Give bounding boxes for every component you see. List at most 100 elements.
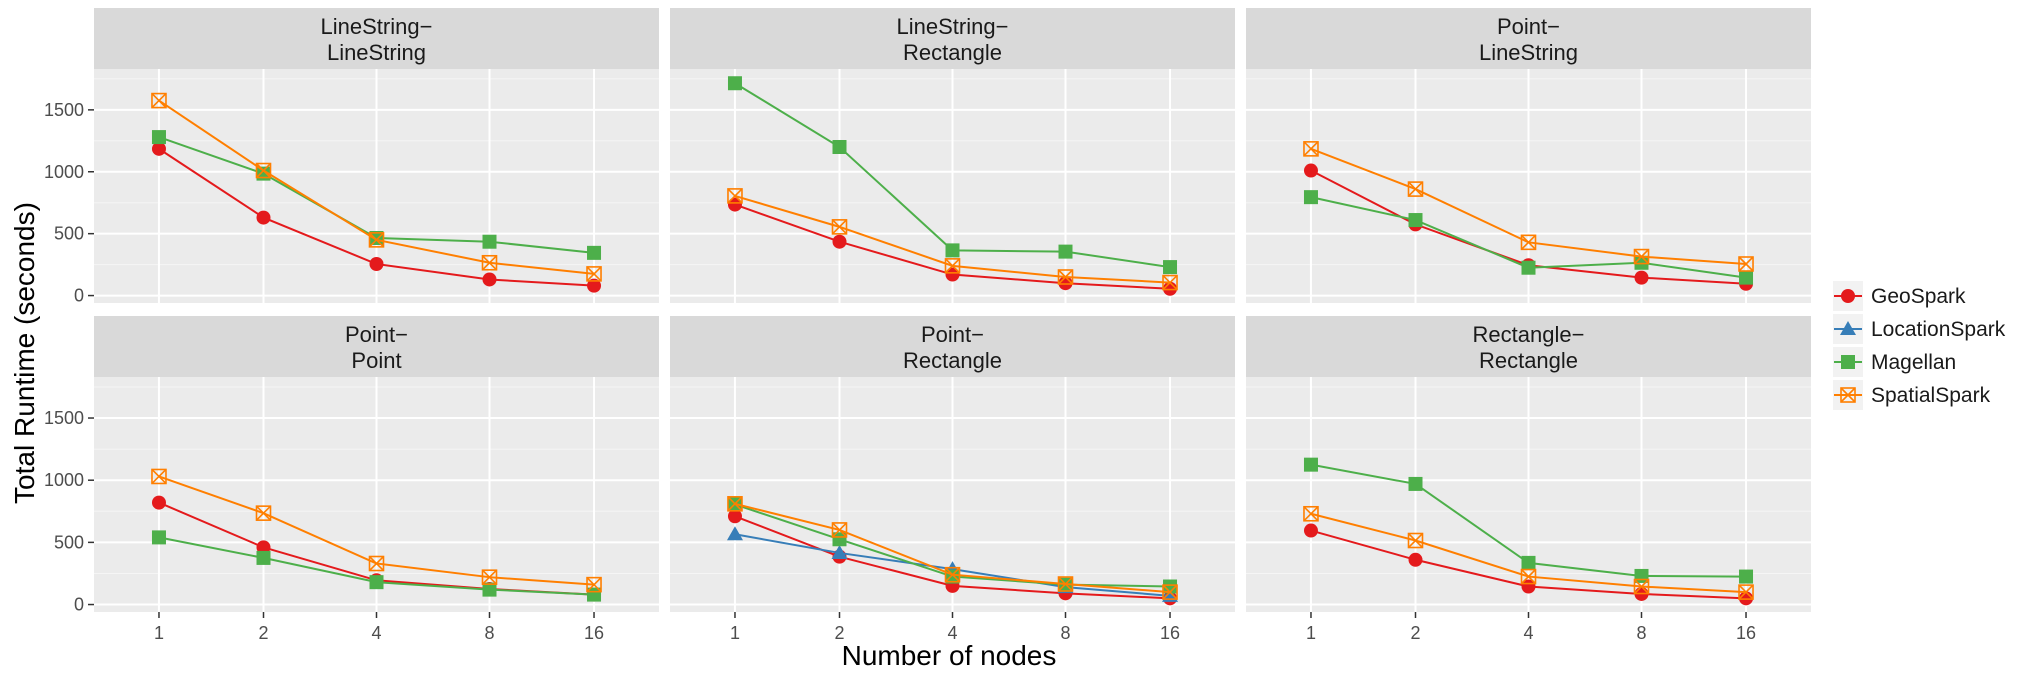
- data-point: [1738, 584, 1754, 600]
- data-point: [831, 522, 848, 538]
- data-point: [727, 197, 742, 212]
- series-spatialspark: [727, 188, 1178, 291]
- series-magellan: [727, 76, 1178, 275]
- legend-item-locationspark: LocationSpark: [1833, 314, 2006, 344]
- facet-title-line2: Rectangle: [903, 40, 1002, 65]
- facet-title-line1: LineString−: [321, 14, 433, 39]
- y-tick-label: 1500: [44, 100, 84, 120]
- legend-marker: [1841, 355, 1855, 369]
- legend-marker: [1841, 289, 1855, 303]
- data-point: [727, 188, 743, 204]
- y-tick-label: 1500: [44, 408, 84, 428]
- data-point: [1163, 579, 1178, 594]
- data-point: [1739, 270, 1754, 285]
- y-tick-label: 1000: [44, 470, 84, 490]
- x-tick-label: 2: [258, 623, 268, 643]
- data-point: [1163, 281, 1178, 296]
- data-point: [1521, 260, 1536, 275]
- y-tick-label: 0: [74, 595, 84, 615]
- x-tick-label: 16: [1160, 623, 1180, 643]
- data-point: [832, 140, 847, 154]
- x-tick-label: 1: [1306, 623, 1316, 643]
- data-point: [255, 162, 272, 179]
- data-point: [481, 569, 498, 585]
- series-spatialspark: [1303, 141, 1754, 272]
- data-point: [151, 530, 166, 545]
- data-point: [944, 566, 961, 583]
- data-point: [256, 550, 271, 565]
- facet-panel: Point−Rectangle: [670, 316, 1235, 612]
- data-point: [832, 234, 847, 249]
- y-tick-label: 500: [54, 224, 84, 244]
- data-point: [1408, 552, 1423, 567]
- data-point: [1163, 260, 1178, 275]
- facet-title-line1: Point−: [1497, 14, 1560, 39]
- series-spatialspark: [1303, 505, 1754, 600]
- data-point: [1303, 141, 1319, 157]
- facet-strip: [1246, 8, 1811, 69]
- x-tick-label: 16: [1736, 623, 1756, 643]
- data-point: [1521, 555, 1536, 570]
- data-point: [1520, 234, 1537, 251]
- data-point: [1162, 274, 1178, 291]
- data-point: [151, 495, 166, 510]
- facet-strip: [670, 316, 1235, 377]
- data-point: [727, 509, 742, 524]
- x-tick-label: 2: [834, 623, 844, 643]
- data-point: [1520, 568, 1537, 585]
- facet-title-line1: Point−: [921, 322, 984, 347]
- x-tick-label: 16: [584, 623, 604, 643]
- legend-item-geospark: GeoSpark: [1833, 281, 1966, 311]
- data-point: [482, 582, 497, 597]
- data-point: [151, 92, 167, 109]
- facet-title-line2: Rectangle: [903, 348, 1002, 373]
- facet-panel: Point−LineString: [1246, 8, 1811, 303]
- data-point: [369, 575, 384, 590]
- x-tick-label: 2: [1410, 623, 1420, 643]
- y-axis-ticks: 0 500 1000 1500 0 500 1000 1500: [44, 100, 94, 615]
- facet-title-line2: Rectangle: [1479, 348, 1578, 373]
- x-tick-label: 8: [1060, 623, 1070, 643]
- x-tick-label: 1: [730, 623, 740, 643]
- y-tick-label: 500: [54, 532, 84, 552]
- data-point: [832, 532, 847, 547]
- data-point: [1408, 213, 1423, 228]
- facet-title-line1: Rectangle−: [1473, 322, 1585, 347]
- data-point: [586, 576, 602, 593]
- chart-panels: LineString−LineStringLineString−Rectangl…: [94, 8, 1811, 612]
- facet-title-line1: LineString−: [897, 14, 1009, 39]
- data-point: [726, 526, 743, 541]
- data-point: [1303, 523, 1318, 538]
- legend-label: LocationSpark: [1871, 318, 2006, 341]
- data-point: [1162, 584, 1178, 600]
- x-tick-label: 4: [1523, 623, 1533, 643]
- data-point: [151, 130, 166, 145]
- facet-panel: LineString−Rectangle: [670, 8, 1235, 303]
- x-tick-label: 4: [947, 623, 957, 643]
- data-point: [482, 234, 497, 249]
- data-point: [831, 544, 848, 559]
- facet-title-line2: LineString: [1479, 40, 1578, 65]
- x-tick-label: 8: [484, 623, 494, 643]
- data-point: [1633, 248, 1650, 265]
- facet-strip: [670, 8, 1235, 69]
- data-point: [1057, 269, 1074, 285]
- x-tick-label: 4: [371, 623, 381, 643]
- data-point: [482, 272, 497, 287]
- facet-panel: Point−Point: [94, 316, 659, 612]
- data-point: [1303, 190, 1318, 205]
- facet-title-line2: Point: [351, 348, 401, 373]
- y-axis-title: Total Runtime (seconds): [9, 202, 40, 504]
- data-point: [1407, 532, 1424, 549]
- facet-title-line2: LineString: [327, 40, 426, 65]
- data-point: [255, 505, 272, 521]
- data-point: [727, 496, 743, 512]
- series-spatialspark: [151, 92, 602, 282]
- data-point: [727, 76, 742, 91]
- data-point: [1303, 163, 1318, 178]
- legend-label: Magellan: [1871, 351, 1956, 374]
- x-tick-label: 8: [1636, 623, 1646, 643]
- series-geospark: [151, 141, 602, 293]
- data-point: [481, 254, 498, 271]
